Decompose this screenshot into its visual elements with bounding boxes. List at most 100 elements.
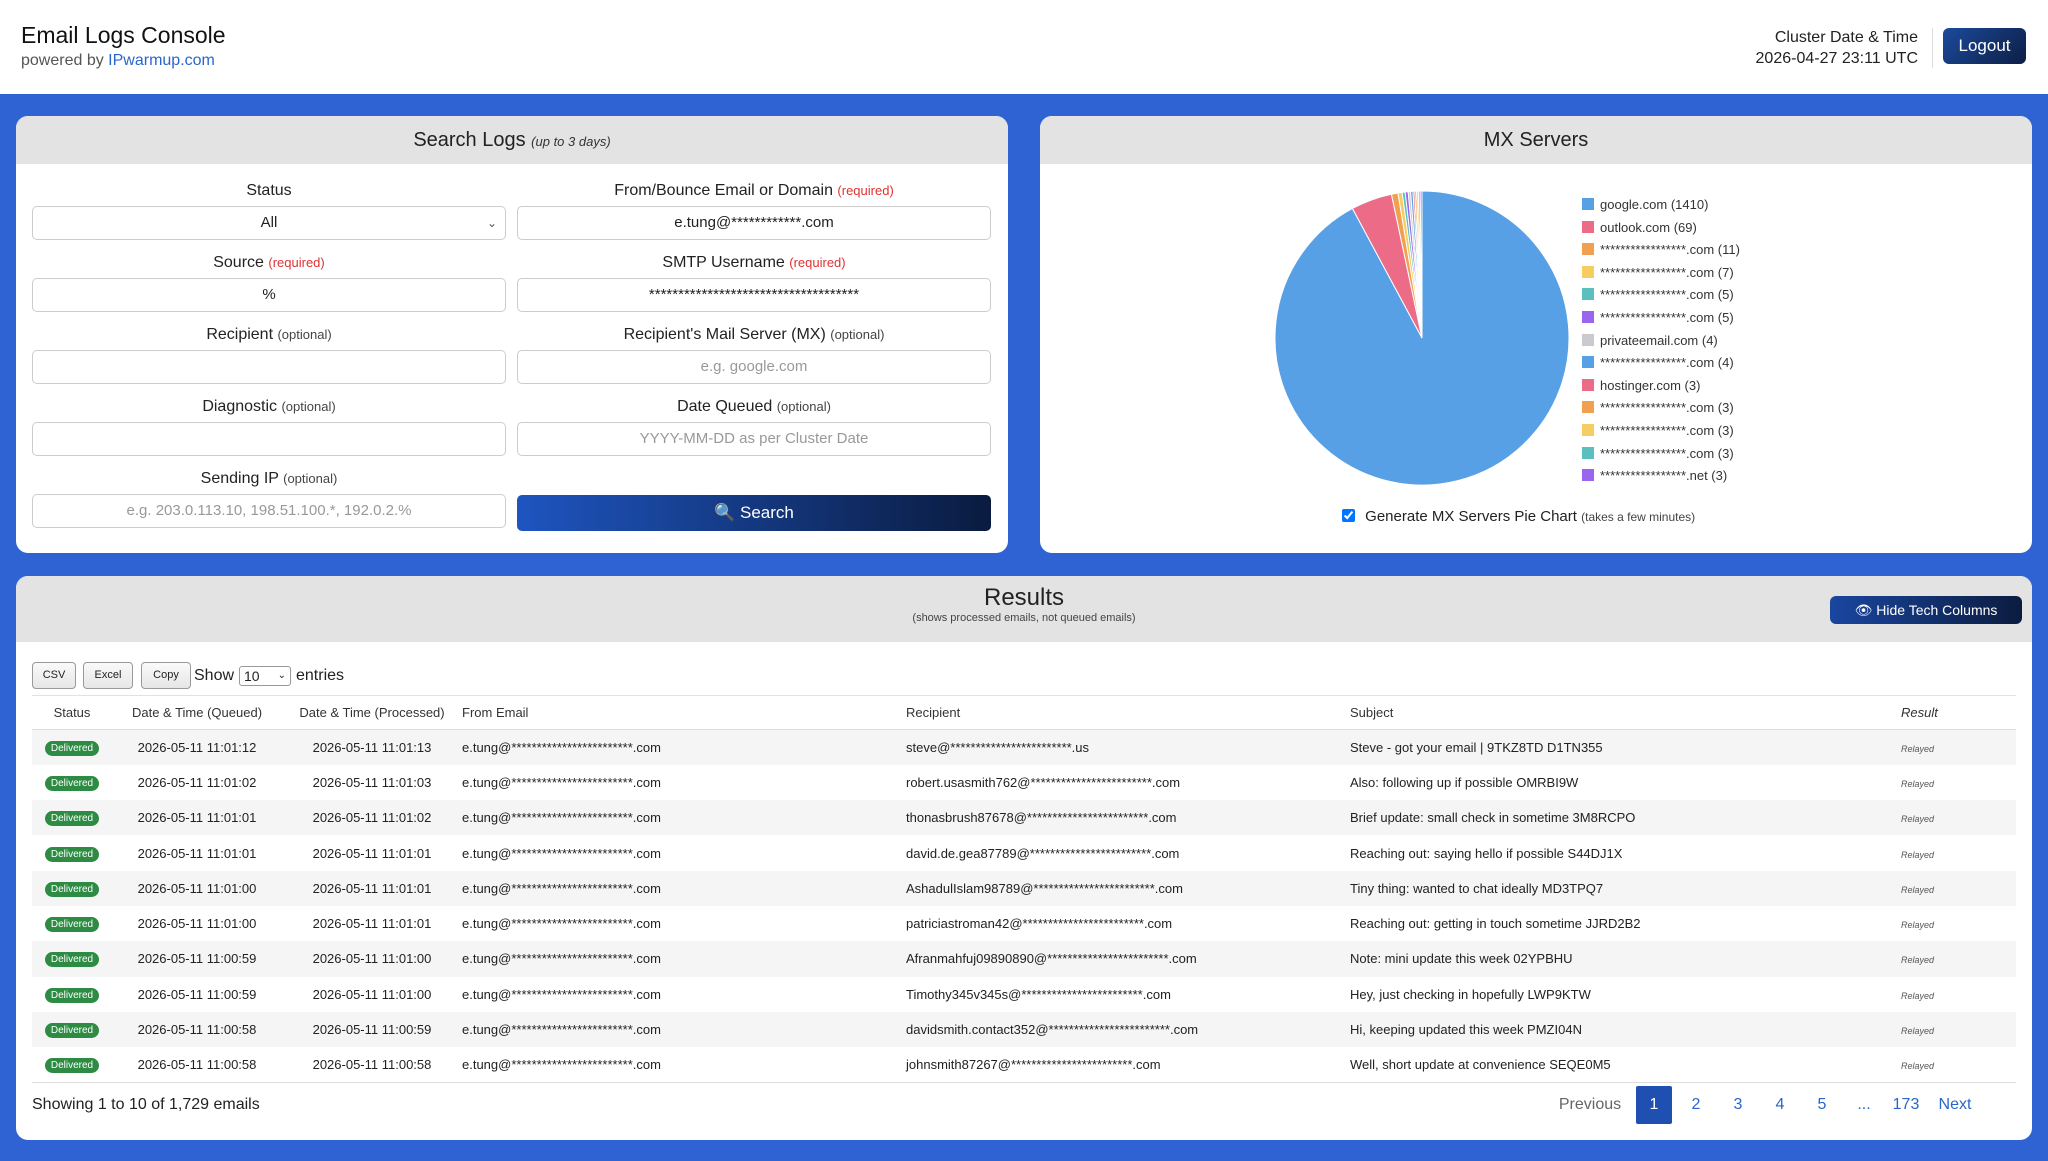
- cell-subject: Brief update: small check in sometime 3M…: [1350, 800, 1901, 836]
- legend-swatch: [1582, 220, 1594, 233]
- col-processed[interactable]: Date & Time (Processed): [282, 695, 462, 730]
- table-row[interactable]: Delivered 2026-05-11 11:01:00 2026-05-11 1…: [32, 870, 2016, 906]
- smtp-label: SMTP Username (required): [662, 254, 846, 271]
- search-button[interactable]: 🔍 Search: [517, 495, 991, 531]
- result-text: Relayed: [1901, 990, 1935, 1001]
- legend-item[interactable]: *****************.com (11): [1582, 242, 1740, 258]
- table-row[interactable]: Delivered 2026-05-11 11:01:00 2026-05-11 1…: [32, 906, 2016, 941]
- cell-result: Relayed: [1901, 1011, 2016, 1048]
- cell-result: Relayed: [1901, 870, 2016, 906]
- table-row[interactable]: Delivered 2026-05-11 11:00:59 2026-05-11 1…: [32, 941, 2016, 977]
- search-panel-note: (up to 3 days): [531, 134, 611, 149]
- legend-label: *****************.com (3): [1600, 423, 1734, 438]
- eye-slash-icon: 👁: [1854, 602, 1873, 618]
- col-from-email[interactable]: From Email: [462, 695, 906, 730]
- next-button[interactable]: Next: [1938, 1096, 1972, 1113]
- legend-item[interactable]: *****************.com (3): [1582, 400, 1734, 416]
- logout-button[interactable]: Logout: [1943, 28, 2026, 64]
- status-select-value: All: [260, 214, 278, 231]
- recipient-input[interactable]: [32, 350, 506, 384]
- legend-item[interactable]: *****************.com (4): [1582, 355, 1734, 371]
- legend-item[interactable]: hostinger.com (3): [1582, 378, 1700, 394]
- cell-queued: 2026-05-11 11:01:12: [112, 729, 282, 765]
- legend-item[interactable]: *****************.com (3): [1582, 446, 1734, 462]
- date-queued-input[interactable]: YYYY-MM-DD as per Cluster Date: [517, 422, 991, 456]
- cell-subject: Hey, just checking in hopefully LWP9KTW: [1350, 986, 1591, 1002]
- page-button-5[interactable]: 5: [1817, 1096, 1827, 1113]
- powered-by-link[interactable]: IPwarmup.com: [108, 52, 215, 69]
- legend-label: privateemail.com (4): [1600, 332, 1718, 348]
- generate-pie-row: Generate MX Servers Pie Chart (takes a f…: [1342, 508, 1695, 525]
- cell-processed: 2026-05-11 11:01:00: [282, 941, 462, 977]
- cell-result: Relayed: [1901, 729, 2016, 765]
- pie-slice[interactable]: [1419, 190, 1423, 339]
- cell-queued: 2026-05-11 11:01:01: [137, 845, 257, 861]
- cell-subject: Reaching out: saying hello if possible S…: [1350, 845, 1623, 861]
- excel-button[interactable]: Excel: [83, 662, 133, 689]
- copy-button[interactable]: Copy: [141, 662, 191, 689]
- from-email-input[interactable]: e.tung@************.com: [517, 206, 991, 240]
- legend-item[interactable]: *****************.com (5): [1582, 310, 1734, 326]
- legend-item[interactable]: *****************.com (3): [1582, 423, 1734, 439]
- page-button-2[interactable]: 2: [1691, 1096, 1701, 1113]
- legend-item[interactable]: *****************.net (3): [1582, 468, 1727, 484]
- table-row[interactable]: Delivered 2026-05-11 11:01:01 2026-05-11 1…: [32, 800, 2016, 836]
- cell-status: Delivered: [32, 1047, 112, 1083]
- table-row[interactable]: Delivered 2026-05-11 11:00:59 2026-05-11 1…: [32, 977, 2016, 1012]
- smtp-username-input[interactable]: ************************************: [517, 278, 991, 312]
- cell-status: Delivered: [32, 870, 112, 906]
- diagnostic-input[interactable]: [32, 422, 506, 456]
- csv-button[interactable]: CSV: [32, 662, 76, 689]
- page-button-4[interactable]: 4: [1775, 1096, 1785, 1113]
- page-button-1[interactable]: 1: [1636, 1086, 1672, 1124]
- status-badge: Delivered: [44, 987, 100, 1003]
- cluster-datetime: Cluster Date & Time 2026-04-27 23:11 UTC: [1756, 27, 1918, 69]
- legend-item[interactable]: *****************.com (7): [1582, 265, 1734, 281]
- legend-label: *****************.com (3): [1600, 445, 1734, 461]
- legend-swatch: [1582, 288, 1594, 301]
- chevron-down-icon: ⌄: [486, 216, 497, 230]
- result-text: Relayed: [1901, 920, 1935, 931]
- page-button-173[interactable]: 173: [1892, 1096, 1920, 1113]
- table-row[interactable]: Delivered 2026-05-11 11:01:12 2026-05-11 1…: [32, 729, 2016, 765]
- cell-processed: 2026-05-11 11:01:00: [312, 986, 432, 1002]
- entries-select[interactable]: 10 ⌄: [239, 666, 291, 686]
- legend-item[interactable]: outlook.com (69): [1582, 220, 1697, 236]
- results-header-row: Status Date & Time (Queued) Date & Time …: [32, 695, 2016, 730]
- generate-pie-checkbox[interactable]: [1342, 509, 1355, 522]
- legend-item[interactable]: google.com (1410): [1582, 197, 1708, 213]
- table-row[interactable]: Delivered 2026-05-11 11:00:58 2026-05-11 1…: [32, 1047, 2016, 1083]
- cell-recipient: Afranmahfuj09890890@********************…: [906, 941, 1350, 977]
- legend-swatch: [1582, 401, 1594, 414]
- legend-label: *****************.net (3): [1600, 468, 1728, 484]
- cell-queued: 2026-05-11 11:00:58: [112, 1047, 282, 1083]
- source-input[interactable]: %: [32, 278, 506, 312]
- col-result[interactable]: Result: [1901, 695, 2016, 730]
- page-button-3[interactable]: 3: [1733, 1096, 1743, 1113]
- status-badge: Delivered: [44, 881, 100, 897]
- cell-processed: 2026-05-11 11:01:01: [312, 845, 432, 861]
- table-row[interactable]: Delivered 2026-05-11 11:01:01 2026-05-11 1…: [32, 835, 2016, 870]
- sending-ip-label: Sending IP (optional): [200, 470, 338, 487]
- legend-item[interactable]: privateemail.com (4): [1582, 333, 1718, 349]
- cell-result: Relayed: [1901, 765, 2016, 800]
- status-select[interactable]: All ⌄: [32, 206, 506, 240]
- showing-info: Showing 1 to 10 of 1,729 emails: [32, 1096, 260, 1113]
- col-subject[interactable]: Subject: [1350, 695, 1901, 730]
- sending-ip-input[interactable]: e.g. 203.0.113.10, 198.51.100.*, 192.0.2…: [32, 494, 506, 528]
- col-recipient[interactable]: Recipient: [906, 695, 1350, 730]
- cell-recipient: Timothy345v345s@************************…: [906, 986, 1171, 1002]
- table-row[interactable]: Delivered 2026-05-11 11:01:02 2026-05-11 1…: [32, 765, 2016, 800]
- cell-queued: 2026-05-11 11:01:01: [112, 800, 282, 836]
- legend-label: *****************.com (4): [1600, 355, 1734, 371]
- previous-button[interactable]: Previous: [1558, 1096, 1622, 1113]
- table-row[interactable]: Delivered 2026-05-11 11:00:58 2026-05-11 1…: [32, 1011, 2016, 1048]
- hide-tech-columns-button[interactable]: 👁 Hide Tech Columns: [1830, 596, 2022, 624]
- cell-status: Delivered: [32, 906, 112, 941]
- cell-from: e.tung@************************.com: [462, 1047, 906, 1083]
- legend-item[interactable]: *****************.com (5): [1582, 287, 1734, 303]
- col-status[interactable]: Status: [32, 695, 112, 730]
- cell-result: Relayed: [1901, 1047, 2016, 1083]
- mx-server-input[interactable]: e.g. google.com: [517, 350, 991, 384]
- col-queued[interactable]: Date & Time (Queued): [112, 695, 282, 730]
